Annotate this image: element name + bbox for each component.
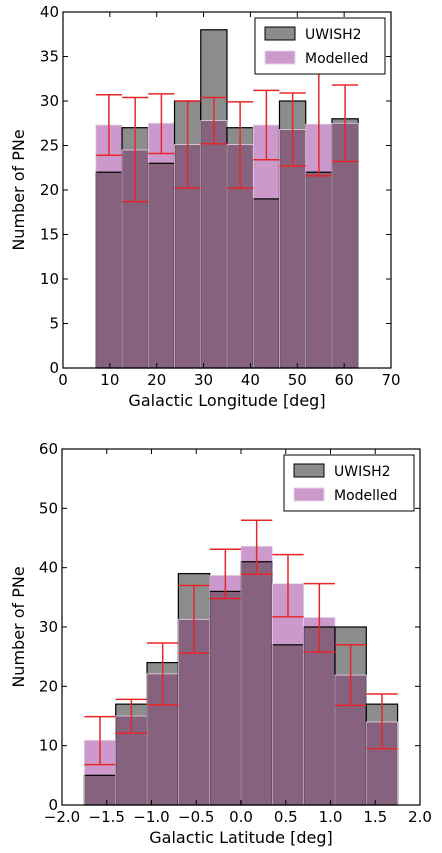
longitude-legend: UWISH2 Modelled: [254, 17, 386, 75]
latitude-error-bar: [147, 642, 179, 706]
longitude-x-axis-label: Galactic Longitude [deg]: [128, 391, 325, 410]
longitude-y-axis-label: Number of PNe: [9, 129, 28, 250]
latitude-x-tick-label: −1.5: [89, 808, 125, 826]
longitude-x-tick-label: 70: [381, 371, 400, 389]
latitude-bar-overlap: [209, 591, 241, 805]
latitude-y-tick-label: 30: [39, 618, 58, 636]
longitude-error-bar: [148, 93, 175, 155]
longitude-bar-overlap: [200, 120, 227, 368]
longitude-x-tick-label: 50: [288, 371, 307, 389]
longitude-y-tick-label: 35: [40, 48, 59, 66]
longitude-x-tick-label: 20: [147, 371, 166, 389]
longitude-legend-entry-uwish2: UWISH2: [264, 26, 362, 43]
longitude-y-tick-label: 15: [40, 226, 59, 244]
latitude-error-bar: [115, 698, 148, 734]
latitude-x-tick-label: −0.5: [178, 808, 214, 826]
longitude-legend-entry-modelled: Modelled: [264, 50, 368, 67]
latitude-y-tick-label: 20: [39, 677, 58, 695]
longitude-bar-overlap: [279, 129, 306, 368]
latitude-bar-overlap: [303, 627, 335, 805]
latitude-x-tick-label: 1.0: [319, 808, 343, 826]
longitude-x-tick-label: 10: [100, 371, 119, 389]
longitude-y-tick-label: 40: [40, 3, 59, 21]
latitude-y-tick-label: 0: [48, 796, 58, 814]
svg-text:Modelled: Modelled: [305, 51, 368, 67]
latitude-y-axis-label: Number of PNe: [9, 566, 28, 687]
latitude-y-tick-label: 60: [39, 440, 58, 458]
latitude-x-tick-label: 1.5: [363, 808, 387, 826]
longitude-x-tick-label: 60: [335, 371, 354, 389]
latitude-y-tick-label: 10: [39, 737, 58, 755]
svg-text:Modelled: Modelled: [334, 488, 397, 504]
longitude-error-bar: [122, 96, 149, 203]
longitude-y-tick-label: 30: [40, 92, 59, 110]
latitude-x-tick-label: 2.0: [408, 808, 432, 826]
latitude-histogram: −2.0 −1.5 −1.0 −0.5 0.0 0.5 1.0 1.5 2.0 0 10 20 30 40…: [9, 440, 432, 847]
latitude-error-bar: [209, 548, 241, 600]
latitude-x-tick-label: 0.5: [274, 808, 298, 826]
svg-text:UWISH2: UWISH2: [334, 464, 391, 480]
longitude-histogram: 0 10 20 30 40 50 60 70 0 5 10 15 20 25 30 35 40 Galactic …: [9, 3, 401, 410]
longitude-error-bar: [253, 89, 280, 161]
longitude-y-tick-label: 10: [40, 270, 59, 288]
latitude-bar-overlap: [241, 561, 273, 805]
latitude-error-bar: [334, 644, 367, 707]
longitude-error-bar: [200, 96, 227, 145]
latitude-error-bar: [84, 715, 116, 766]
latitude-x-tick-label: −1.0: [133, 808, 169, 826]
latitude-legend: UWISH2 Modelled: [283, 454, 415, 512]
longitude-bar-overlap: [95, 172, 123, 368]
longitude-y-tick-label: 20: [40, 181, 59, 199]
longitude-x-tick-label: 30: [194, 371, 213, 389]
svg-text:UWISH2: UWISH2: [305, 27, 362, 43]
latitude-error-bar: [272, 553, 304, 618]
latitude-error-bar: [366, 693, 398, 750]
latitude-error-bar: [241, 519, 273, 575]
latitude-error-bar: [303, 582, 335, 653]
latitude-legend-entry-modelled: Modelled: [293, 487, 397, 504]
latitude-bar-overlap: [84, 775, 116, 805]
latitude-y-tick-label: 50: [39, 499, 58, 517]
longitude-bar-overlap: [148, 163, 175, 368]
latitude-y-tick-label: 40: [39, 559, 58, 577]
longitude-bar-overlap: [253, 198, 280, 368]
latitude-x-tick-label: 0.0: [229, 808, 253, 826]
latitude-error-bar: [178, 584, 210, 654]
longitude-error-bar: [331, 84, 359, 163]
longitude-y-tick-label: 0: [49, 359, 59, 377]
longitude-error-bar: [279, 92, 306, 167]
longitude-bar-overlap: [331, 123, 359, 368]
latitude-legend-entry-uwish2: UWISH2: [293, 463, 391, 480]
longitude-y-tick-label: 5: [49, 315, 59, 333]
longitude-x-tick-label: 40: [241, 371, 260, 389]
longitude-y-tick-label: 25: [40, 137, 59, 155]
longitude-error-bar: [174, 100, 201, 189]
longitude-error-bar: [95, 94, 123, 157]
longitude-x-tick-label: 0: [58, 371, 68, 389]
latitude-bar-overlap: [272, 644, 304, 805]
longitude-error-bar: [227, 101, 254, 189]
latitude-x-axis-label: Galactic Latitude [deg]: [149, 828, 332, 847]
longitude-bar-overlap: [305, 172, 332, 368]
latitude-x-tick-label: −2.0: [44, 808, 80, 826]
